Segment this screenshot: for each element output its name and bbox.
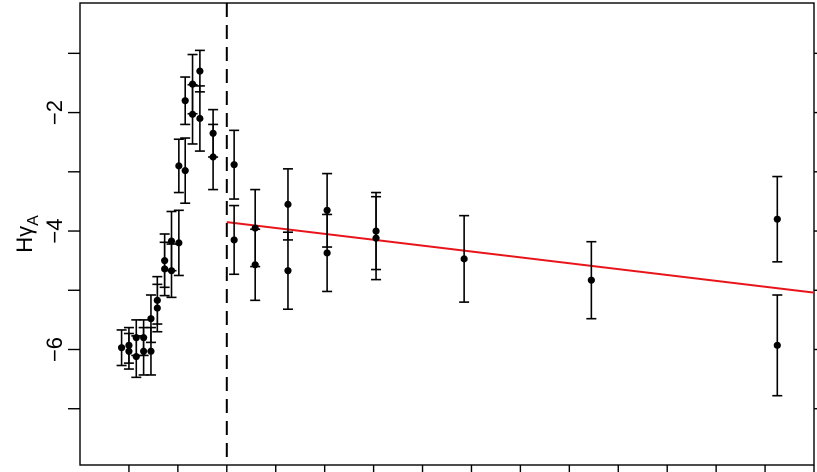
- data-point: [116, 329, 127, 367]
- point-marker: [175, 239, 183, 247]
- point-marker: [587, 276, 595, 284]
- point-marker: [284, 267, 292, 275]
- point-marker: [209, 153, 217, 161]
- point-marker: [140, 347, 148, 355]
- point-marker: [230, 161, 238, 169]
- data-point: [772, 294, 783, 397]
- data-point: [282, 231, 293, 311]
- point-marker: [773, 215, 781, 223]
- y-axis-label: HγA: [12, 215, 42, 253]
- point-marker: [125, 347, 133, 355]
- point-marker: [132, 334, 140, 342]
- point-marker: [181, 97, 189, 105]
- y-axis-label-subscript: A: [25, 215, 42, 226]
- point-marker: [323, 206, 331, 214]
- data-point: [459, 214, 470, 303]
- point-marker: [323, 249, 331, 257]
- fit-line: [226, 221, 815, 294]
- data-points: [116, 49, 783, 397]
- y-axis-label-main: Hγ: [12, 226, 37, 253]
- data-point: [586, 240, 597, 320]
- point-marker: [161, 257, 169, 265]
- point-marker: [188, 110, 197, 118]
- point-marker: [230, 236, 238, 244]
- data-point: [194, 49, 205, 93]
- point-marker: [153, 296, 161, 304]
- data-point: [123, 332, 134, 370]
- data-point: [173, 209, 184, 277]
- point-marker: [251, 261, 259, 269]
- data-point: [322, 213, 333, 293]
- point-marker: [196, 114, 204, 123]
- point-marker: [167, 237, 176, 245]
- data-point: [166, 210, 177, 272]
- point-marker: [460, 255, 468, 263]
- point-marker: [117, 344, 126, 352]
- data-point: [229, 129, 240, 200]
- data-point: [187, 83, 198, 145]
- data-point: [194, 85, 205, 152]
- data-point: [152, 275, 163, 325]
- point-marker: [284, 200, 292, 208]
- data-point: [138, 326, 149, 376]
- data-point: [208, 123, 219, 191]
- point-marker: [181, 167, 189, 175]
- y-tick-label: −4: [42, 218, 67, 243]
- data-point: [371, 195, 382, 281]
- point-marker: [773, 341, 781, 349]
- point-marker: [175, 162, 183, 170]
- data-point: [180, 137, 191, 204]
- data-point: [145, 294, 156, 344]
- data-point: [159, 233, 170, 289]
- data-point: [229, 204, 240, 276]
- point-marker: [196, 67, 204, 75]
- point-marker: [147, 315, 155, 323]
- point-marker: [147, 347, 155, 355]
- data-point: [131, 319, 142, 357]
- y-tick-label: −2: [42, 100, 67, 125]
- data-point: [180, 76, 191, 126]
- data-point: [250, 228, 261, 302]
- y-tick-label: −6: [42, 337, 67, 362]
- x-axis: [128, 465, 815, 472]
- plot-frame: [79, 2, 815, 466]
- y-axis: −6 −4 −2: [42, 52, 817, 410]
- data-point: [772, 175, 783, 263]
- point-marker: [372, 234, 380, 242]
- data-point: [173, 138, 184, 194]
